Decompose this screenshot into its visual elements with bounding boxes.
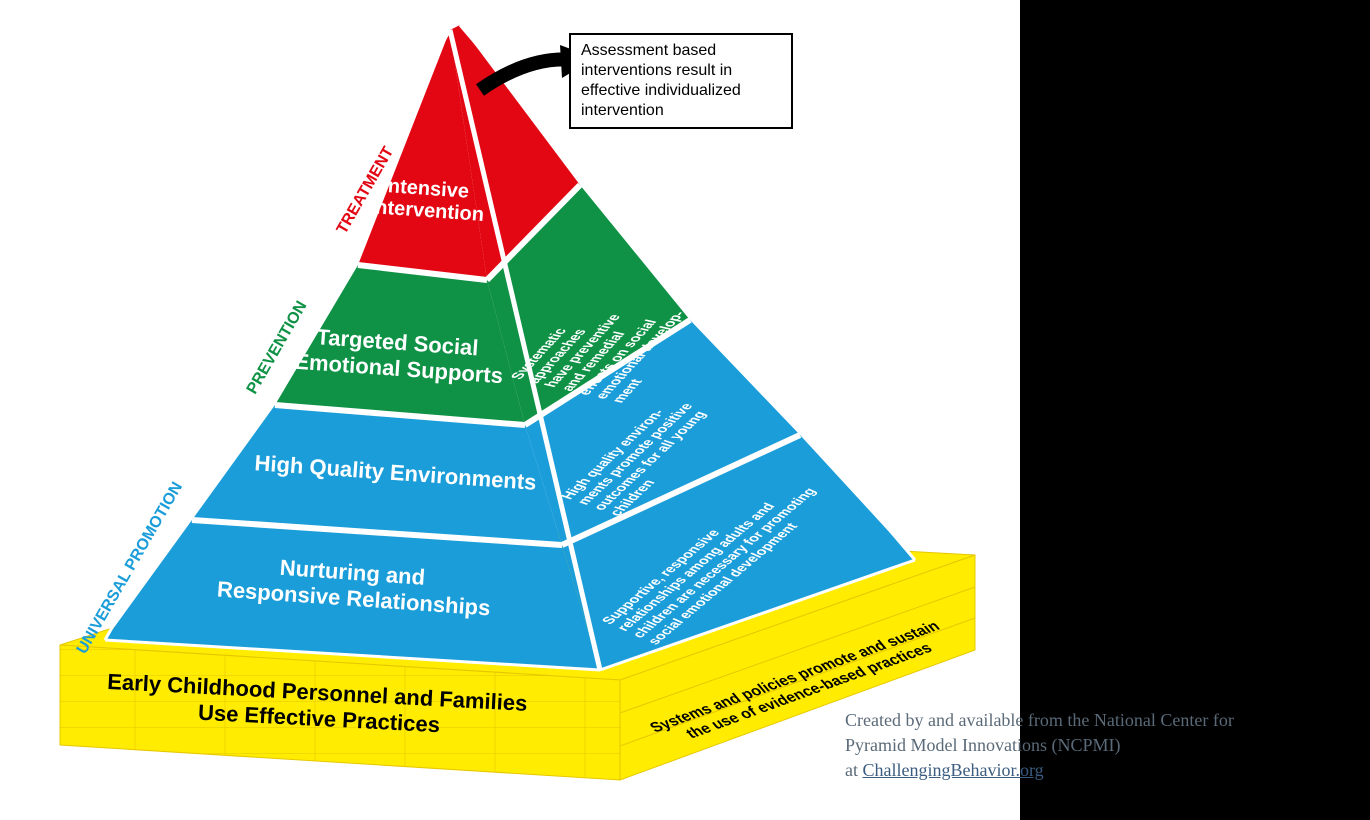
attribution-line2: Pyramid Model Innovations (NCPMI)	[845, 735, 1120, 755]
callout-text: Assessment based interventions result in…	[581, 42, 741, 119]
dark-side-panel	[1020, 0, 1370, 820]
tier4-label: Intensive Intervention	[369, 174, 486, 226]
attribution-link[interactable]: ChallengingBehavior.org	[863, 760, 1044, 780]
callout-box: Assessment based interventions result in…	[569, 33, 793, 129]
attribution-line1: Created by and available from the Nation…	[845, 710, 1234, 730]
attribution-line3-prefix: at	[845, 760, 863, 780]
attribution-block: Created by and available from the Nation…	[845, 708, 1365, 784]
pyramid-diagram: Early Childhood Personnel and Families U…	[0, 0, 1030, 820]
